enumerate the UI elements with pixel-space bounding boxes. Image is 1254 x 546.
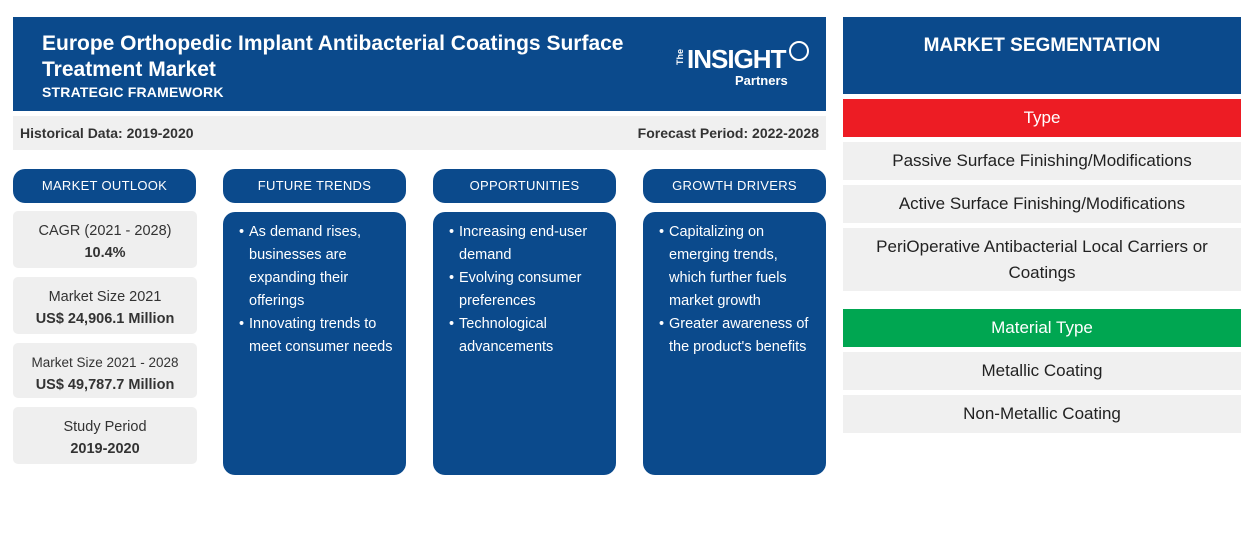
list-item: Innovating trends to meet consumer needs [239, 313, 398, 359]
list-item: Technological advancements [449, 313, 608, 359]
opportunities-header: OPPORTUNITIES [433, 169, 616, 203]
stat-market-size-2021-2028: Market Size 2021 - 2028 US$ 49,787.7 Mil… [13, 343, 197, 398]
report-title: Europe Orthopedic Implant Antibacterial … [42, 32, 624, 81]
segment-item: Non-Metallic Coating [843, 395, 1241, 433]
stat-value: 10.4% [84, 245, 126, 261]
growth-drivers-panel: Capitalizing on emerging trends, which f… [643, 212, 826, 475]
stat-label: CAGR (2021 - 2028) [38, 223, 172, 239]
period-bar: Historical Data: 2019-2020 Forecast Peri… [13, 116, 826, 150]
segment-material-type-header: Material Type [843, 309, 1241, 347]
list-item: As demand rises, businesses are expandin… [239, 221, 398, 313]
opportunities-panel: Increasing end-user demand Evolving cons… [433, 212, 616, 475]
stat-value: US$ 49,787.7 Million [35, 377, 175, 393]
historical-data: Historical Data: 2019-2020 [20, 125, 194, 141]
future-trends-panel: As demand rises, businesses are expandin… [223, 212, 406, 475]
stat-cagr: CAGR (2021 - 2028) 10.4% [13, 211, 197, 268]
stat-value: US$ 24,906.1 Million [35, 311, 175, 327]
segment-item: Metallic Coating [843, 352, 1241, 390]
stat-study-period: Study Period 2019-2020 [13, 407, 197, 464]
growth-drivers-header: GROWTH DRIVERS [643, 169, 826, 203]
logo-the: The [675, 49, 685, 66]
list-item: Capitalizing on emerging trends, which f… [659, 221, 818, 313]
stat-label: Study Period [63, 419, 147, 435]
stat-market-size-2021: Market Size 2021 US$ 24,906.1 Million [13, 277, 197, 334]
segment-type-header: Type [843, 99, 1241, 137]
market-outlook-header: MARKET OUTLOOK [13, 169, 196, 203]
list-item: Evolving consumer preferences [449, 267, 608, 313]
segment-item: PeriOperative Antibacterial Local Carrie… [843, 228, 1241, 291]
lightbulb-icon [789, 41, 809, 61]
stat-label: Market Size 2021 [48, 289, 162, 305]
logo-insight: INSIGHT [687, 44, 786, 74]
segment-item: Active Surface Finishing/Modifications [843, 185, 1241, 223]
logo-partners: Partners [735, 73, 788, 88]
future-trends-header: FUTURE TRENDS [223, 169, 406, 203]
stat-label: Market Size 2021 - 2028 [31, 355, 179, 370]
list-item: Greater awareness of the product's benef… [659, 313, 818, 359]
company-logo: The INSIGHT Partners [673, 39, 813, 95]
report-header: Europe Orthopedic Implant Antibacterial … [13, 17, 826, 111]
list-item: Increasing end-user demand [449, 221, 608, 267]
segmentation-title: MARKET SEGMENTATION [843, 17, 1241, 94]
report-subtitle: STRATEGIC FRAMEWORK [42, 84, 224, 100]
segment-item: Passive Surface Finishing/Modifications [843, 142, 1241, 180]
forecast-period: Forecast Period: 2022-2028 [637, 125, 819, 141]
stat-value: 2019-2020 [70, 441, 140, 457]
